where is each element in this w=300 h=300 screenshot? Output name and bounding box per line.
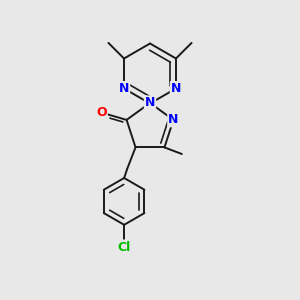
Text: Cl: Cl xyxy=(118,241,131,254)
Text: N: N xyxy=(119,82,129,95)
Text: N: N xyxy=(168,113,178,126)
Text: N: N xyxy=(145,96,155,110)
Text: N: N xyxy=(171,82,181,95)
Text: O: O xyxy=(96,106,107,119)
